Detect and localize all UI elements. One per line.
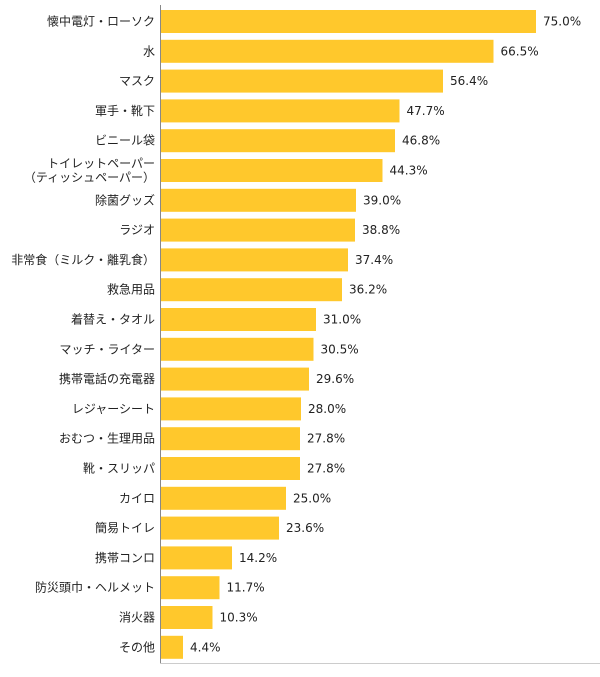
value-label: 66.5%	[501, 44, 539, 58]
bar	[161, 159, 383, 182]
category-label: ビニール袋	[95, 134, 155, 148]
bar	[161, 486, 286, 510]
value-label: 56.4%	[450, 74, 488, 88]
value-label: 37.4%	[355, 253, 393, 267]
value-label: 25.0%	[293, 491, 331, 505]
value-label: 11.7%	[227, 581, 265, 595]
category-label: 救急用品	[107, 282, 155, 297]
bar	[161, 10, 536, 33]
value-label: 39.0%	[363, 193, 401, 207]
category-label: 携帯電話の充電器	[59, 371, 155, 386]
value-label: 36.2%	[349, 283, 387, 297]
category-labels-group: 懐中電灯・ローソク水マスク軍手・靴下ビニール袋トイレットペーパー（ティッシュペー…	[11, 14, 155, 655]
bar	[161, 218, 355, 242]
value-label: 29.6%	[316, 372, 354, 386]
category-label: トイレットペーパー（ティッシュペーパー）	[24, 157, 155, 185]
bar	[161, 367, 309, 391]
category-label: 防災頭巾・ヘルメット	[35, 580, 155, 595]
value-label: 46.8%	[402, 134, 440, 148]
bar	[161, 337, 314, 361]
category-label: マスク	[119, 74, 155, 88]
value-label: 27.8%	[307, 432, 345, 446]
value-label: 47.7%	[407, 104, 445, 118]
bars-group	[161, 10, 536, 659]
bar	[161, 576, 220, 600]
value-label: 27.8%	[307, 462, 345, 476]
value-labels-group: 75.0% 66.5% 56.4% 47.7% 46.8% 44.3% 39.0% 38.8%…	[190, 15, 581, 655]
value-label: 10.3%	[220, 611, 258, 625]
value-label: 23.6%	[286, 521, 324, 535]
bar	[161, 635, 183, 659]
bar	[161, 129, 395, 153]
bar	[161, 606, 213, 629]
value-label: 4.4%	[190, 640, 221, 654]
category-label: 除菌グッズ	[95, 192, 155, 207]
bar	[161, 248, 348, 272]
category-label: 消火器	[119, 611, 155, 625]
category-label: おむつ・生理用品	[59, 432, 155, 446]
category-label: ラジオ	[119, 223, 155, 237]
category-label: マッチ・ライター	[59, 342, 155, 356]
value-label: 28.0%	[308, 402, 346, 416]
bar	[161, 308, 316, 331]
category-label: カイロ	[119, 491, 155, 505]
bar	[161, 188, 356, 212]
bar	[161, 546, 232, 570]
value-label: 44.3%	[390, 164, 428, 178]
category-label: 懐中電灯・ローソク	[47, 14, 155, 29]
category-label: 靴・スリッパ	[83, 462, 155, 476]
value-label: 38.8%	[362, 223, 400, 237]
category-label: 非常食（ミルク・離乳食）	[11, 252, 155, 267]
bar	[161, 516, 279, 540]
bar	[161, 427, 300, 451]
category-label: 携帯コンロ	[95, 550, 155, 565]
category-label: その他	[119, 640, 155, 654]
category-label: 着替え・タオル	[71, 312, 155, 327]
bar	[161, 397, 301, 421]
bar	[161, 39, 494, 63]
bar	[161, 69, 443, 93]
bar	[161, 457, 300, 480]
bar	[161, 99, 400, 123]
category-label: レジャーシート	[72, 402, 155, 416]
bar	[161, 278, 342, 302]
value-label: 31.0%	[323, 313, 361, 327]
category-label: 簡易トイレ	[95, 520, 155, 535]
value-label: 75.0%	[543, 15, 581, 29]
category-label: 水	[143, 44, 155, 58]
value-label: 14.2%	[239, 551, 277, 565]
category-label: 軍手・靴下	[95, 104, 155, 118]
value-label: 30.5%	[321, 342, 359, 356]
